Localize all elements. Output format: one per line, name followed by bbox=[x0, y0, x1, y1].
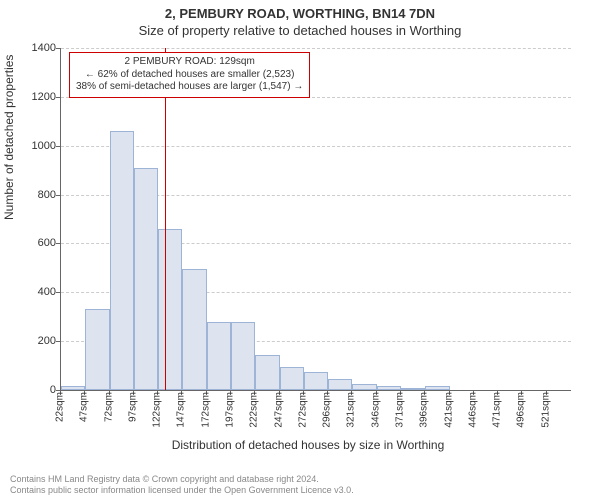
y-tick-label: 1400 bbox=[16, 42, 56, 54]
x-tick-label: 197sqm bbox=[225, 392, 236, 428]
footer-line-1: Contains HM Land Registry data © Crown c… bbox=[10, 474, 590, 485]
x-tick-label: 22sqm bbox=[55, 392, 66, 422]
x-axis-label: Distribution of detached houses by size … bbox=[8, 438, 600, 452]
x-tick-label: 72sqm bbox=[103, 392, 114, 422]
y-tick-mark bbox=[56, 146, 61, 147]
histogram-bar bbox=[158, 229, 182, 390]
x-tick-label: 471sqm bbox=[492, 392, 503, 428]
x-tick-label: 272sqm bbox=[297, 392, 308, 428]
annotation-line-3: 38% of semi-detached houses are larger (… bbox=[76, 81, 303, 94]
y-tick-mark bbox=[56, 243, 61, 244]
gridline bbox=[61, 48, 571, 49]
y-tick-label: 600 bbox=[16, 237, 56, 249]
histogram-bar bbox=[85, 309, 109, 390]
x-tick-label: 122sqm bbox=[152, 392, 163, 428]
x-tick-label: 521sqm bbox=[540, 392, 551, 428]
histogram-bar bbox=[134, 168, 158, 390]
histogram-bar bbox=[110, 131, 134, 390]
x-tick-label: 346sqm bbox=[370, 392, 381, 428]
plot-area: 2 PEMBURY ROAD: 129sqm ← 62% of detached… bbox=[60, 48, 571, 391]
histogram-bar bbox=[304, 372, 328, 390]
chart-container: 2, PEMBURY ROAD, WORTHING, BN14 7DN Size… bbox=[0, 0, 600, 500]
x-tick-label: 247sqm bbox=[273, 392, 284, 428]
histogram-bar bbox=[328, 379, 352, 390]
x-ticks: 22sqm47sqm72sqm97sqm122sqm147sqm172sqm19… bbox=[60, 390, 570, 440]
footer-credits: Contains HM Land Registry data © Crown c… bbox=[10, 474, 590, 497]
histogram-bar bbox=[280, 367, 304, 390]
y-tick-label: 1000 bbox=[16, 140, 56, 152]
reference-line bbox=[165, 48, 166, 390]
x-tick-label: 371sqm bbox=[395, 392, 406, 428]
y-tick-label: 200 bbox=[16, 335, 56, 347]
histogram-bar bbox=[231, 322, 255, 390]
y-ticks: 0200400600800100012001400 bbox=[0, 48, 60, 390]
y-tick-mark bbox=[56, 97, 61, 98]
x-tick-label: 421sqm bbox=[443, 392, 454, 428]
annotation-line-1: 2 PEMBURY ROAD: 129sqm bbox=[76, 56, 303, 69]
y-tick-mark bbox=[56, 48, 61, 49]
y-tick-label: 0 bbox=[16, 384, 56, 396]
annotation-line-2: ← 62% of detached houses are smaller (2,… bbox=[76, 69, 303, 82]
annotation-box: 2 PEMBURY ROAD: 129sqm ← 62% of detached… bbox=[69, 52, 310, 98]
x-tick-label: 496sqm bbox=[516, 392, 527, 428]
footer-line-2: Contains public sector information licen… bbox=[10, 485, 590, 496]
x-tick-label: 47sqm bbox=[79, 392, 90, 422]
x-tick-label: 321sqm bbox=[346, 392, 357, 428]
y-tick-mark bbox=[56, 341, 61, 342]
x-tick-label: 396sqm bbox=[419, 392, 430, 428]
histogram-bar bbox=[255, 355, 279, 390]
x-tick-label: 172sqm bbox=[200, 392, 211, 428]
y-tick-mark bbox=[56, 292, 61, 293]
y-tick-label: 400 bbox=[16, 286, 56, 298]
page-subtitle: Size of property relative to detached ho… bbox=[0, 21, 600, 38]
x-tick-label: 97sqm bbox=[127, 392, 138, 422]
page-title: 2, PEMBURY ROAD, WORTHING, BN14 7DN bbox=[0, 0, 600, 21]
x-tick-label: 222sqm bbox=[249, 392, 260, 428]
histogram-bar bbox=[182, 269, 206, 390]
x-tick-label: 296sqm bbox=[322, 392, 333, 428]
histogram-bar bbox=[207, 322, 231, 390]
x-tick-label: 446sqm bbox=[467, 392, 478, 428]
y-tick-label: 800 bbox=[16, 189, 56, 201]
x-tick-label: 147sqm bbox=[176, 392, 187, 428]
gridline bbox=[61, 146, 571, 147]
y-tick-label: 1200 bbox=[16, 91, 56, 103]
y-tick-mark bbox=[56, 195, 61, 196]
